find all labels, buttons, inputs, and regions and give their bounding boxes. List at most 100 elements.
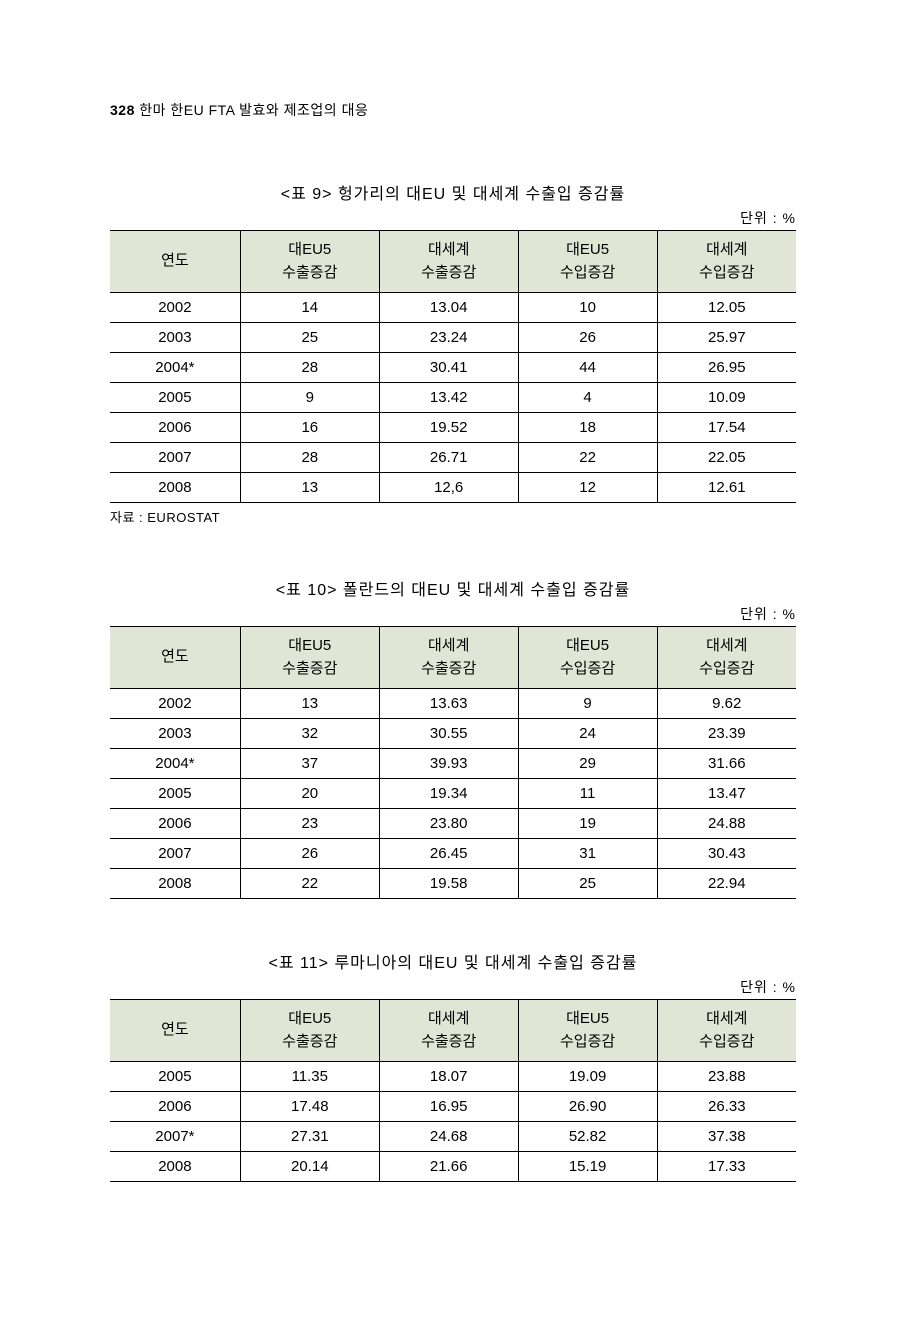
table-cell: 21.66 bbox=[379, 1152, 518, 1182]
source-note: 자료 : EUROSTAT bbox=[110, 507, 796, 526]
data-table: 연도대EU5수출증감대세계수출증감대EU5수입증감대세계수입증감200511.3… bbox=[110, 999, 796, 1182]
table-cell: 23.88 bbox=[657, 1062, 796, 1092]
page-header: 328 한마 한EU FTA 발효와 제조업의 대응 bbox=[110, 100, 796, 120]
table-row: 2005913.42410.09 bbox=[110, 383, 796, 413]
table-cell: 12.05 bbox=[657, 293, 796, 323]
table-cell: 44 bbox=[518, 353, 657, 383]
table-row: 20021313.6399.62 bbox=[110, 689, 796, 719]
table-cell: 2007* bbox=[110, 1122, 240, 1152]
table-cell: 22.05 bbox=[657, 443, 796, 473]
table-cell: 2007 bbox=[110, 443, 240, 473]
column-header: 연도 bbox=[110, 1000, 240, 1062]
table-cell: 2003 bbox=[110, 323, 240, 353]
table-cell: 25 bbox=[518, 869, 657, 899]
table-row: 20082219.582522.94 bbox=[110, 869, 796, 899]
table-cell: 9.62 bbox=[657, 689, 796, 719]
table-cell: 17.48 bbox=[240, 1092, 379, 1122]
table-cell: 15.19 bbox=[518, 1152, 657, 1182]
table-cell: 18 bbox=[518, 413, 657, 443]
table-cell: 39.93 bbox=[379, 749, 518, 779]
table-block-2: <표 11> 루마니아의 대EU 및 대세계 수출입 증감률단위 : %연도대E… bbox=[110, 949, 796, 1182]
table-title: <표 9> 헝가리의 대EU 및 대세계 수출입 증감률 bbox=[110, 180, 796, 204]
table-cell: 13.63 bbox=[379, 689, 518, 719]
data-table: 연도대EU5수출증감대세계수출증감대EU5수입증감대세계수입증감20021313… bbox=[110, 626, 796, 899]
table-row: 200820.1421.6615.1917.33 bbox=[110, 1152, 796, 1182]
table-cell: 25 bbox=[240, 323, 379, 353]
table-cell: 12.61 bbox=[657, 473, 796, 503]
table-row: 20021413.041012.05 bbox=[110, 293, 796, 323]
table-cell: 23.80 bbox=[379, 809, 518, 839]
column-header: 대세계수출증감 bbox=[379, 1000, 518, 1062]
table-cell: 9 bbox=[518, 689, 657, 719]
column-header: 대세계수입증감 bbox=[657, 1000, 796, 1062]
table-cell: 32 bbox=[240, 719, 379, 749]
table-cell: 19.52 bbox=[379, 413, 518, 443]
table-cell: 24.88 bbox=[657, 809, 796, 839]
table-cell: 30.55 bbox=[379, 719, 518, 749]
table-cell: 10.09 bbox=[657, 383, 796, 413]
table-cell: 26.90 bbox=[518, 1092, 657, 1122]
table-cell: 2004* bbox=[110, 749, 240, 779]
column-header: 연도 bbox=[110, 627, 240, 689]
table-cell: 13.47 bbox=[657, 779, 796, 809]
table-cell: 25.97 bbox=[657, 323, 796, 353]
table-row: 20072626.453130.43 bbox=[110, 839, 796, 869]
unit-label: 단위 : % bbox=[110, 977, 796, 997]
table-cell: 17.33 bbox=[657, 1152, 796, 1182]
table-cell: 2003 bbox=[110, 719, 240, 749]
table-block-0: <표 9> 헝가리의 대EU 및 대세계 수출입 증감률단위 : %연도대EU5… bbox=[110, 180, 796, 526]
table-row: 20062323.801924.88 bbox=[110, 809, 796, 839]
table-cell: 19.09 bbox=[518, 1062, 657, 1092]
table-cell: 2004* bbox=[110, 353, 240, 383]
table-cell: 12,6 bbox=[379, 473, 518, 503]
table-title: <표 10> 폴란드의 대EU 및 대세계 수출입 증감률 bbox=[110, 576, 796, 600]
table-row: 200617.4816.9526.9026.33 bbox=[110, 1092, 796, 1122]
table-cell: 12 bbox=[518, 473, 657, 503]
column-header: 대세계수출증감 bbox=[379, 627, 518, 689]
table-row: 2007*27.3124.6852.8237.38 bbox=[110, 1122, 796, 1152]
table-cell: 16 bbox=[240, 413, 379, 443]
table-cell: 26.45 bbox=[379, 839, 518, 869]
table-cell: 27.31 bbox=[240, 1122, 379, 1152]
table-cell: 2008 bbox=[110, 1152, 240, 1182]
table-row: 200511.3518.0719.0923.88 bbox=[110, 1062, 796, 1092]
table-cell: 13.42 bbox=[379, 383, 518, 413]
table-cell: 2005 bbox=[110, 779, 240, 809]
table-cell: 2006 bbox=[110, 1092, 240, 1122]
table-cell: 31.66 bbox=[657, 749, 796, 779]
table-cell: 19.58 bbox=[379, 869, 518, 899]
table-row: 20061619.521817.54 bbox=[110, 413, 796, 443]
table-cell: 2008 bbox=[110, 869, 240, 899]
page-number: 328 bbox=[110, 102, 135, 118]
table-cell: 2002 bbox=[110, 293, 240, 323]
table-cell: 23.39 bbox=[657, 719, 796, 749]
table-cell: 2008 bbox=[110, 473, 240, 503]
table-row: 20072826.712222.05 bbox=[110, 443, 796, 473]
table-cell: 2007 bbox=[110, 839, 240, 869]
table-cell: 30.43 bbox=[657, 839, 796, 869]
table-title: <표 11> 루마니아의 대EU 및 대세계 수출입 증감률 bbox=[110, 949, 796, 973]
table-cell: 19 bbox=[518, 809, 657, 839]
table-block-1: <표 10> 폴란드의 대EU 및 대세계 수출입 증감률단위 : %연도대EU… bbox=[110, 576, 796, 899]
table-cell: 20 bbox=[240, 779, 379, 809]
table-cell: 9 bbox=[240, 383, 379, 413]
table-cell: 2005 bbox=[110, 383, 240, 413]
table-cell: 13.04 bbox=[379, 293, 518, 323]
table-cell: 19.34 bbox=[379, 779, 518, 809]
column-header: 대EU5수입증감 bbox=[518, 1000, 657, 1062]
table-row: 20052019.341113.47 bbox=[110, 779, 796, 809]
table-cell: 22 bbox=[518, 443, 657, 473]
table-cell: 2002 bbox=[110, 689, 240, 719]
table-cell: 23.24 bbox=[379, 323, 518, 353]
table-cell: 26.33 bbox=[657, 1092, 796, 1122]
page-header-text: 한마 한EU FTA 발효와 제조업의 대응 bbox=[139, 102, 368, 118]
table-cell: 30.41 bbox=[379, 353, 518, 383]
table-cell: 37 bbox=[240, 749, 379, 779]
column-header: 대세계수입증감 bbox=[657, 627, 796, 689]
table-cell: 22 bbox=[240, 869, 379, 899]
column-header: 대EU5수출증감 bbox=[240, 627, 379, 689]
table-cell: 24.68 bbox=[379, 1122, 518, 1152]
table-row: 2004*3739.932931.66 bbox=[110, 749, 796, 779]
table-cell: 2006 bbox=[110, 809, 240, 839]
table-row: 2004*2830.414426.95 bbox=[110, 353, 796, 383]
